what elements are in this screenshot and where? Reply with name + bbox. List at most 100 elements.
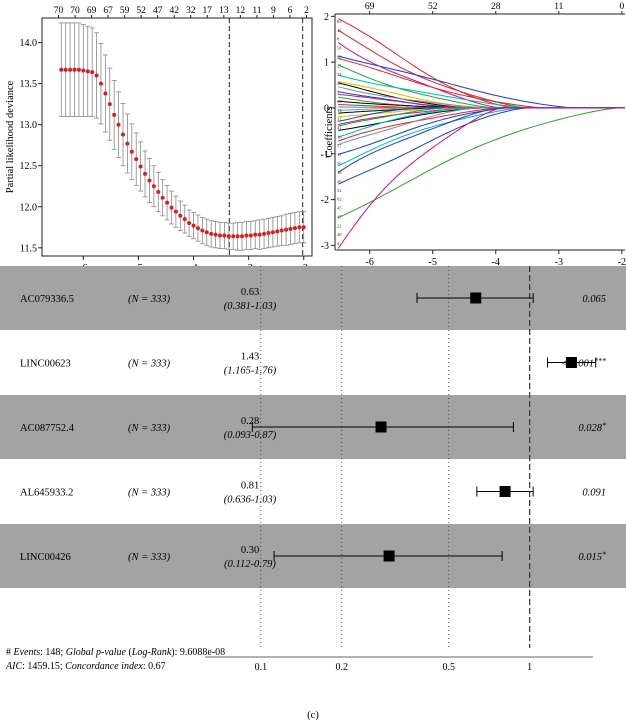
x-tick-label: 0.2 (336, 662, 349, 673)
deviance-point (292, 226, 297, 231)
footnote-line-1: # Events: 148; Global p-value (Log-Rank)… (6, 647, 225, 658)
y-tick-label: 13.0 (20, 120, 38, 131)
deviance-point (169, 205, 174, 210)
top-tick-label: 17 (203, 6, 213, 16)
significance-stars: * (602, 421, 606, 430)
deviance-point (63, 67, 68, 72)
deviance-point (297, 225, 302, 230)
top-tick-label: 42 (169, 6, 179, 16)
deviance-point (81, 68, 86, 73)
path-index-label: 45 (337, 206, 342, 211)
p-value-text: 0.065 (582, 294, 606, 305)
top-tick-label: 70 (54, 6, 64, 16)
deviance-point (275, 229, 280, 234)
x-tick-label: -2 (618, 257, 626, 268)
deviance-point (112, 112, 117, 117)
deviance-point (231, 234, 236, 239)
deviance-point (204, 230, 209, 235)
deviance-point (151, 184, 156, 189)
hr-value: 1.43 (241, 352, 259, 363)
deviance-point (240, 234, 245, 239)
footnote-part: : 148; (40, 647, 66, 658)
p-value-text: 0.028 (578, 423, 602, 434)
coefficient-path (337, 107, 625, 219)
path-index-label: 69 (337, 54, 342, 59)
path-index-label: 60 (337, 99, 342, 104)
coefficient-path (338, 107, 625, 142)
deviance-point (107, 102, 112, 107)
deviance-point (284, 227, 289, 232)
deviance-point (72, 67, 77, 72)
deviance-point (235, 234, 240, 239)
deviance-point (195, 226, 200, 231)
p-value: 0.028* (578, 421, 606, 434)
x-tick-label: 0.5 (442, 662, 455, 673)
path-index-label: 32 (337, 188, 342, 193)
path-index-label: 47 (337, 214, 342, 219)
ci-value: (0.381-1.03) (224, 301, 277, 312)
n-label: (N = 333) (128, 294, 171, 305)
top-tick-label: 59 (120, 6, 130, 16)
coefficient-path (338, 93, 625, 109)
footnote-part: ( (126, 647, 133, 658)
path-index-label: 62 (337, 197, 342, 202)
ci-value: (0.112-0.79) (224, 559, 276, 570)
variable-label: LINC00623 (20, 359, 71, 370)
path-index-label: 43 (337, 28, 342, 33)
top-tick-label: 52 (428, 2, 438, 12)
deviance-point (288, 226, 293, 231)
deviance-point (156, 189, 161, 194)
y-tick-label: -1 (321, 149, 329, 160)
path-index-label: 57 (337, 143, 342, 148)
deviance-point (143, 171, 148, 176)
top-tick-label: 9 (271, 6, 276, 16)
path-index-label: 37 (337, 117, 342, 122)
deviance-point (94, 73, 99, 78)
path-index-label: 8 (337, 37, 340, 42)
top-tick-label: 11 (554, 2, 563, 12)
hr-marker (499, 486, 511, 497)
hr-value: 0.81 (241, 481, 259, 492)
deviance-point (98, 81, 103, 86)
top-tick-label: 2 (304, 6, 309, 16)
y-tick-label: 12.0 (20, 202, 38, 213)
deviance-point (59, 67, 64, 72)
path-index-label: 11 (337, 152, 341, 157)
deviance-point (266, 231, 271, 236)
deviance-point (187, 221, 192, 226)
p-value: 0.065 (582, 294, 606, 305)
deviance-point (103, 91, 108, 96)
path-index-label: 54 (337, 72, 342, 77)
deviance-point (248, 233, 253, 238)
hr-value: 0.30 (241, 545, 259, 556)
p-value-text: < 0.001 (561, 359, 594, 370)
deviance-point (68, 67, 73, 72)
p-value-text: 0.015 (578, 552, 602, 563)
significance-stars: *** (594, 357, 606, 366)
path-index-label: 41 (337, 126, 342, 131)
deviance-point (270, 230, 275, 235)
path-index-label: 3 (337, 90, 340, 95)
y-tick-label: 2 (324, 12, 329, 23)
footnote-part: Log-Rank (131, 647, 172, 658)
deviance-point (191, 223, 196, 228)
deviance-point (90, 70, 95, 75)
n-label: (N = 333) (128, 552, 171, 563)
deviance-point (85, 69, 90, 74)
deviance-point (125, 141, 130, 146)
deviance-point (217, 233, 222, 238)
coefficient-path (337, 107, 625, 174)
variable-label: AC079336.5 (20, 294, 74, 305)
coefficient-path (337, 18, 625, 109)
y-tick-label: 12.5 (20, 161, 38, 172)
top-tick-label: 70 (70, 6, 80, 16)
hr-value: 0.63 (241, 287, 259, 298)
x-tick-label: -6 (366, 257, 374, 268)
path-index-label: 18 (337, 170, 342, 175)
p-value: 0.091 (582, 488, 606, 499)
coefficient-path (337, 42, 625, 109)
hr-marker (383, 550, 395, 562)
